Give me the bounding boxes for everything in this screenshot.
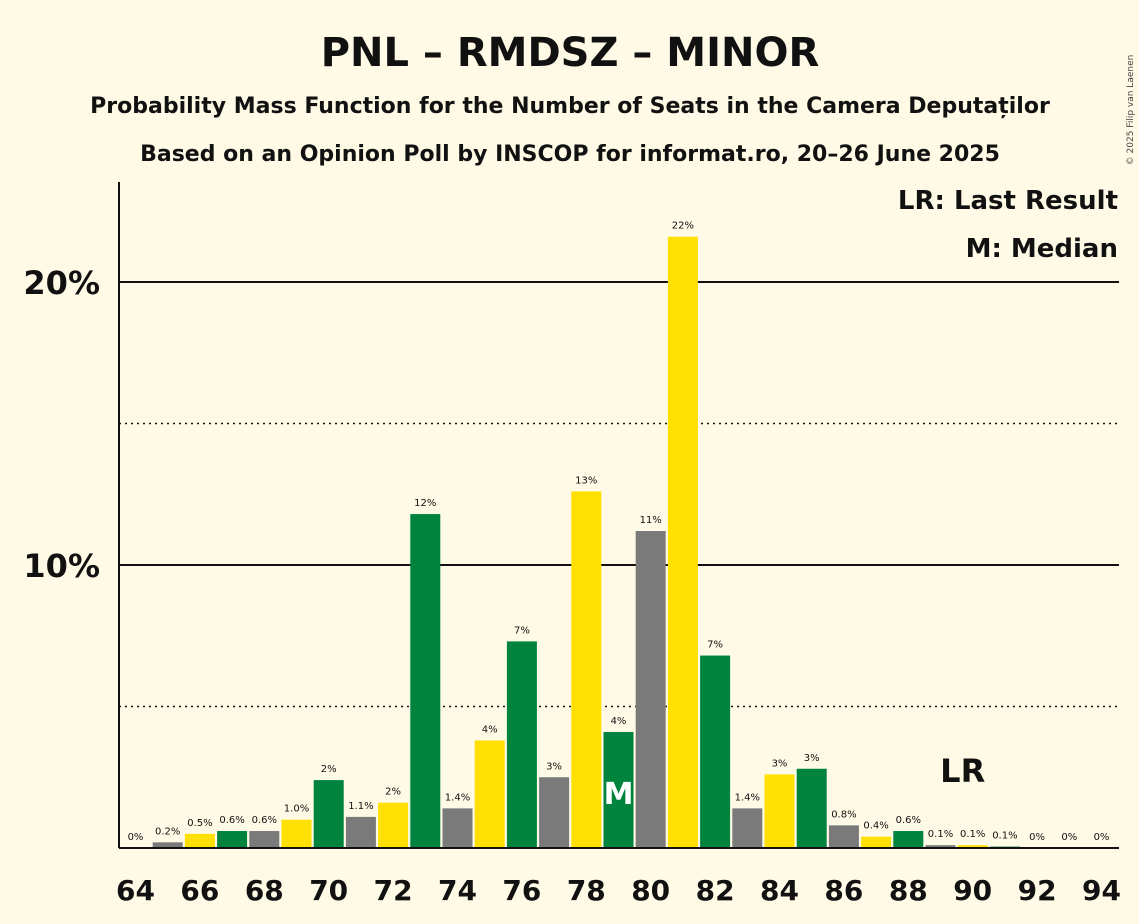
data-label: 2% [385, 787, 401, 798]
bar-seat-78 [571, 491, 602, 848]
bar-seat-83 [732, 808, 763, 848]
data-label: 0% [1061, 832, 1077, 843]
bar-seat-82 [700, 655, 731, 848]
y-tick-label: 10% [23, 547, 100, 585]
data-label: 0% [1029, 832, 1045, 843]
data-label: 1.4% [445, 792, 470, 803]
data-label: 0.2% [155, 826, 180, 837]
bar-seat-67 [217, 831, 248, 848]
data-label: 0.1% [960, 829, 985, 840]
bar-seat-65 [152, 842, 183, 848]
bar-seat-69 [281, 819, 312, 848]
bar-seat-86 [828, 825, 859, 848]
x-tick-label: 70 [309, 874, 348, 907]
x-tick-label: 64 [116, 874, 155, 907]
bar-seat-85 [796, 768, 827, 848]
data-label: 12% [414, 498, 436, 509]
data-label: 1.1% [348, 801, 373, 812]
x-tick-label: 86 [824, 874, 863, 907]
bar-seat-66 [184, 833, 215, 848]
data-label: 3% [772, 758, 788, 769]
x-tick-label: 84 [760, 874, 799, 907]
data-label: 0.5% [187, 818, 212, 829]
data-label: 3% [546, 761, 562, 772]
data-label: 0.8% [831, 809, 856, 820]
legend-median: M: Median [966, 234, 1118, 264]
bar-seat-75 [474, 740, 505, 848]
data-label: 11% [640, 515, 662, 526]
x-tick-label: 92 [1018, 874, 1057, 907]
data-label: 0.4% [863, 821, 888, 832]
data-label: 0.6% [219, 815, 244, 826]
bar-seat-71 [345, 816, 376, 848]
x-tick-label: 78 [567, 874, 606, 907]
bar-seat-72 [378, 802, 409, 848]
data-label: 0.6% [252, 815, 277, 826]
x-tick-label: 82 [696, 874, 735, 907]
legend-last-result: LR: Last Result [898, 186, 1118, 216]
x-tick-label: 74 [438, 874, 477, 907]
y-tick-label: 20% [23, 264, 100, 302]
bars [152, 236, 1020, 849]
x-tick-label: 68 [245, 874, 284, 907]
bar-seat-81 [667, 236, 698, 849]
data-label: 7% [707, 640, 723, 651]
x-tick-label: 72 [374, 874, 413, 907]
data-label: 3% [804, 753, 820, 764]
bar-seat-80 [635, 531, 666, 848]
data-label: 13% [575, 475, 597, 486]
bar-seat-84 [764, 774, 795, 848]
data-label: 1.0% [284, 804, 309, 815]
bar-seat-89 [925, 845, 956, 848]
chart-title: PNL – RMDSZ – MINOR [321, 30, 820, 76]
bar-seat-68 [249, 831, 280, 848]
chart-subtitle: Probability Mass Function for the Number… [90, 94, 1050, 119]
data-label: 0.1% [992, 831, 1017, 842]
x-tick-label: 80 [631, 874, 670, 907]
last-result-marker: LR [940, 752, 985, 790]
data-labels: 0% 0.2% 0.5% 0.6% 0.6% 1.0% 2% 1.1% 2% 12% 1.4% 4% 7… [128, 221, 1110, 843]
x-tick-label: 94 [1082, 874, 1121, 907]
bar-seat-70 [313, 780, 344, 848]
bar-seat-79 [603, 731, 634, 848]
x-tick-label: 88 [889, 874, 928, 907]
data-label: 1.4% [735, 792, 760, 803]
median-marker: M [604, 777, 634, 812]
data-label: 2% [321, 764, 337, 775]
bar-seat-90 [957, 845, 988, 848]
bar-seat-76 [506, 641, 537, 848]
bar-seat-77 [539, 777, 570, 848]
gridlines [119, 281, 1119, 708]
data-label: 0.6% [896, 815, 921, 826]
x-tick-label: 66 [180, 874, 219, 907]
data-label: 22% [672, 221, 694, 232]
x-tick-label: 76 [502, 874, 541, 907]
x-tick-label: 90 [953, 874, 992, 907]
data-label: 0% [128, 832, 144, 843]
data-label: 0.1% [928, 829, 953, 840]
chart-source: Based on an Opinion Poll by INSCOP for i… [140, 142, 1000, 167]
data-label: 4% [611, 716, 627, 727]
data-label: 7% [514, 625, 530, 636]
x-axis-ticks: 64 66 68 70 72 74 76 78 80 82 84 86 88 90 92 94 [116, 874, 1121, 907]
data-label: 4% [482, 724, 498, 735]
copyright-note: © 2025 Filip van Laenen [1126, 55, 1136, 166]
bar-seat-87 [861, 836, 892, 848]
bar-seat-74 [442, 808, 473, 848]
bar-seat-73 [410, 514, 441, 848]
data-label: 0% [1094, 832, 1110, 843]
bar-seat-88 [893, 831, 924, 848]
y-axis-ticks: 10% 20% [23, 264, 100, 585]
